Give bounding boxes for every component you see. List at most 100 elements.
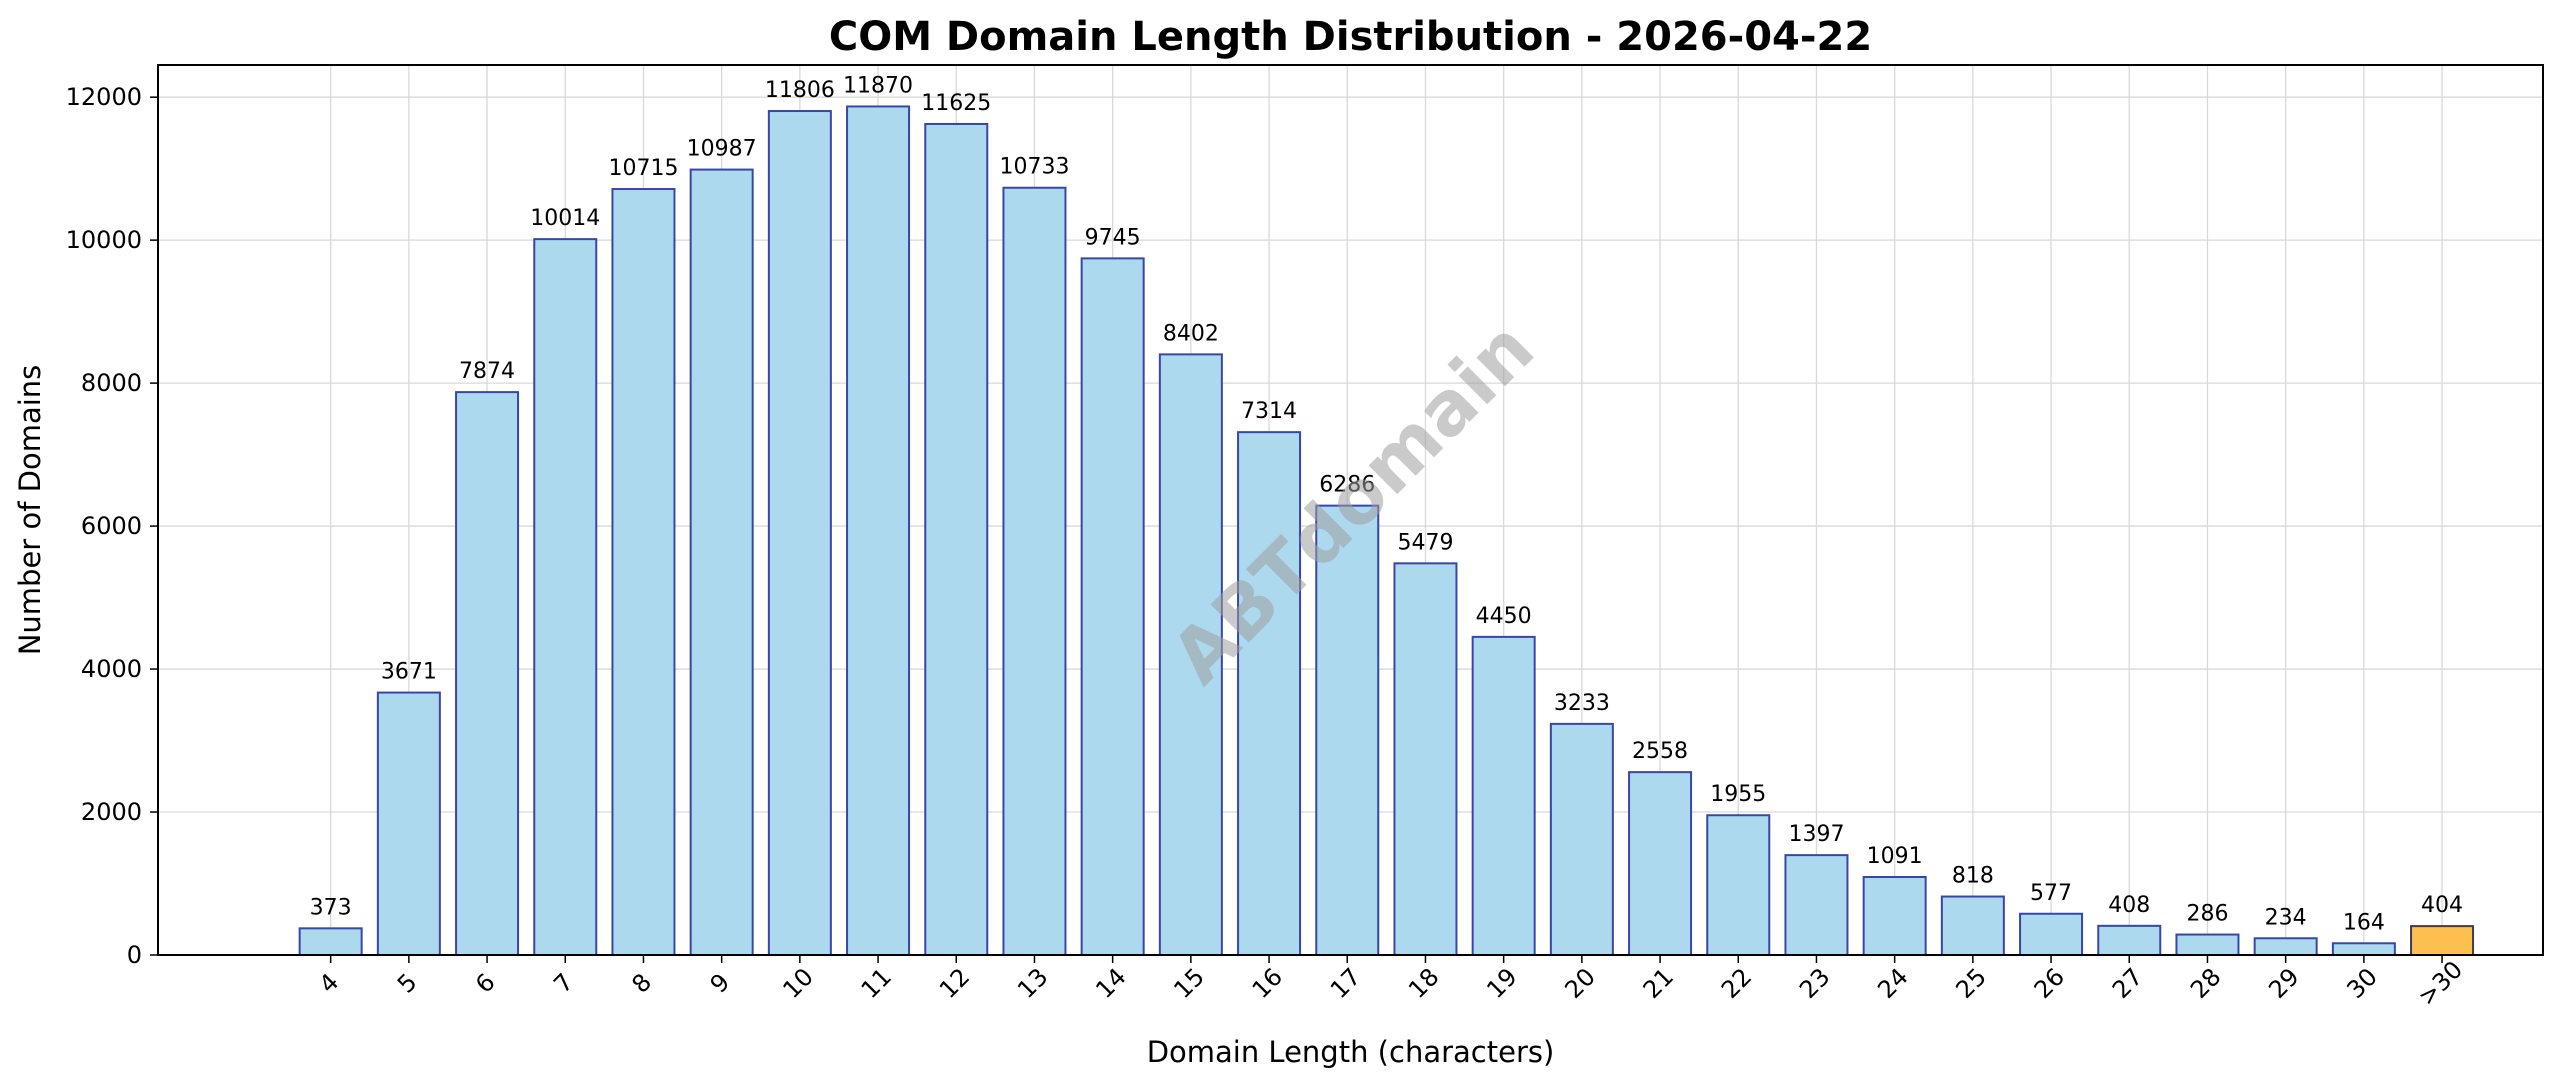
- bar-5: [376, 691, 441, 956]
- y-tick-label: 6000: [81, 512, 142, 540]
- y-tick-label: 8000: [81, 369, 142, 397]
- bar-21: [1628, 771, 1693, 957]
- x-tick-label: 28: [2185, 963, 2226, 1004]
- x-tick-label: 9: [705, 968, 736, 999]
- bar-29: [2253, 937, 2318, 956]
- data-label: 7314: [1241, 399, 1297, 424]
- x-tick-label: 12: [934, 963, 975, 1004]
- data-label: 577: [2030, 881, 2072, 906]
- data-label: 286: [2186, 902, 2228, 927]
- x-tick-label: 30: [2342, 963, 2383, 1004]
- data-label: 234: [2265, 905, 2307, 930]
- bar-6: [455, 391, 520, 956]
- bar-22: [1706, 814, 1771, 957]
- data-label: 3671: [381, 660, 437, 685]
- x-tick-label: 5: [392, 968, 423, 999]
- x-tick-label: 23: [1794, 963, 1835, 1004]
- bar-7: [533, 238, 598, 956]
- bar->30: [2410, 925, 2475, 957]
- bar-4: [298, 927, 363, 957]
- data-label: 408: [2108, 893, 2150, 918]
- x-axis-ticks: 4 5 6 7 8 9 10 11 12 13 14 15 16 17 18 19 20 21 22 23 24 25 26…: [314, 955, 2469, 1012]
- bar-18: [1393, 562, 1458, 956]
- bar-19: [1471, 635, 1536, 957]
- data-label: 818: [1952, 864, 1994, 889]
- x-tick-label: 16: [1247, 963, 1288, 1004]
- data-label: 373: [310, 895, 352, 920]
- data-label: 1955: [1710, 782, 1766, 807]
- y-tick-label: 4000: [81, 655, 142, 683]
- data-label: 5479: [1397, 530, 1453, 555]
- x-tick-label: 6: [470, 968, 501, 999]
- bar-28: [2175, 933, 2240, 956]
- data-label: 7874: [459, 359, 515, 384]
- data-label: 11806: [765, 78, 835, 103]
- bar-14: [1080, 257, 1145, 956]
- y-tick-label: 2000: [81, 798, 142, 826]
- bar-8: [611, 188, 676, 956]
- y-axis-ticks: 0 2000 4000 6000 8000 10000 12000: [66, 83, 158, 969]
- x-tick-label: 24: [1872, 963, 1913, 1004]
- x-axis-label: Domain Length (characters): [1147, 1035, 1555, 1069]
- x-tick-label: 22: [1716, 963, 1757, 1004]
- x-tick-label: 25: [1951, 963, 1992, 1004]
- data-label: 10733: [999, 155, 1069, 180]
- bar-20: [1549, 722, 1614, 956]
- data-label: 404: [2421, 893, 2463, 918]
- data-label: 10987: [687, 137, 757, 162]
- y-tick-label: 0: [127, 941, 142, 969]
- bar-25: [1940, 895, 2005, 956]
- chart-title: COM Domain Length Distribution - 2026-04…: [829, 14, 1872, 60]
- x-tick-label: 26: [2029, 963, 2070, 1004]
- bar-13: [1002, 186, 1067, 956]
- x-tick-label: 10: [778, 963, 819, 1004]
- x-tick-label: 20: [1560, 963, 1601, 1004]
- data-label: 1397: [1788, 822, 1844, 847]
- bar-30: [2331, 942, 2396, 957]
- data-label: 4450: [1476, 604, 1532, 629]
- bar-11: [846, 105, 911, 956]
- data-label: 9745: [1085, 225, 1141, 250]
- x-tick-label: 4: [314, 968, 345, 999]
- x-tick-label: 29: [2263, 963, 2304, 1004]
- data-label: 1091: [1867, 844, 1923, 869]
- x-tick-label: 7: [548, 968, 579, 999]
- y-axis-label: Number of Domains: [13, 365, 47, 656]
- bar-26: [2019, 912, 2084, 957]
- bar-9: [689, 168, 754, 957]
- bar-15: [1158, 353, 1223, 956]
- x-tick-label: 13: [1012, 963, 1053, 1004]
- bar-12: [924, 122, 989, 957]
- bar-24: [1862, 876, 1927, 957]
- bar-16: [1237, 431, 1302, 956]
- data-label: 6286: [1319, 473, 1375, 498]
- data-label: 164: [2343, 910, 2385, 935]
- bar-23: [1784, 854, 1849, 957]
- data-label: 10014: [530, 206, 600, 231]
- data-label: 2558: [1632, 739, 1688, 764]
- x-tick-label: 8: [627, 968, 658, 999]
- x-tick-label: 14: [1090, 963, 1131, 1004]
- plot-frame: [157, 64, 2544, 956]
- x-tick-label: 11: [856, 963, 897, 1004]
- x-tick-label: 19: [1481, 963, 1522, 1004]
- x-tick-label: 21: [1638, 963, 1679, 1004]
- x-tick-label: 27: [2107, 963, 2148, 1004]
- data-label: 11870: [843, 73, 913, 98]
- data-label: 11625: [921, 91, 991, 116]
- y-tick-label: 10000: [66, 226, 142, 254]
- data-labels: 373 3671 7874 10014 10715 10987 11806 11870 1162…: [310, 73, 2463, 935]
- data-label: 8402: [1163, 321, 1219, 346]
- x-tick-label: >30: [2413, 956, 2469, 1012]
- bars: [298, 105, 2475, 957]
- x-tick-label: 15: [1169, 963, 1210, 1004]
- bar-27: [2097, 924, 2162, 957]
- x-tick-label: 17: [1325, 963, 1366, 1004]
- data-label: 10715: [608, 156, 678, 181]
- bar-17: [1315, 504, 1380, 956]
- data-label: 3233: [1554, 691, 1610, 716]
- y-tick-label: 12000: [66, 83, 142, 111]
- bar-10: [767, 110, 832, 957]
- x-tick-label: 18: [1403, 963, 1444, 1004]
